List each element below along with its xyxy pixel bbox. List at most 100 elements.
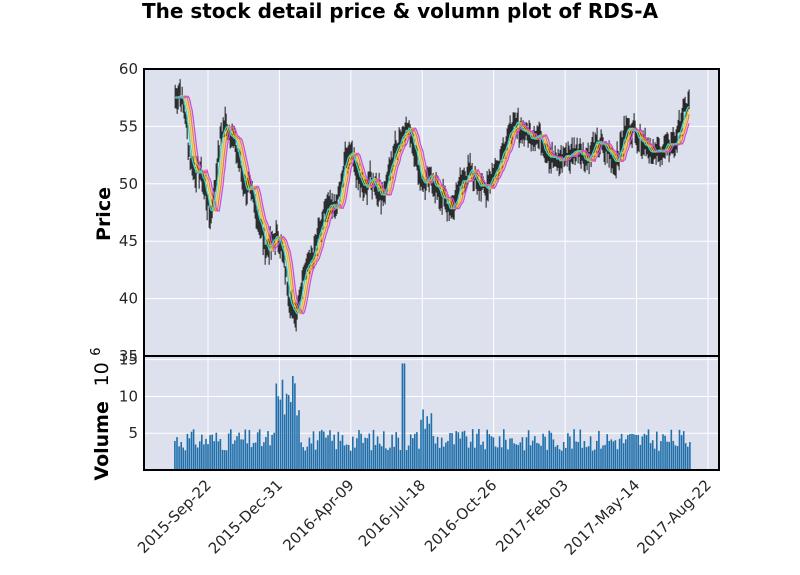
volume-bar: [333, 434, 335, 470]
volume-bar: [589, 436, 592, 470]
volume-bar: [505, 439, 507, 470]
volume-bar: [656, 431, 658, 470]
volume-bar: [407, 445, 410, 470]
volume-bar: [279, 399, 282, 470]
volume-bar: [327, 435, 329, 470]
volume-bar: [598, 430, 600, 470]
volume-bar: [591, 450, 594, 470]
volume-bar: [256, 432, 259, 470]
volume-bar: [647, 429, 650, 470]
volume-bar: [306, 446, 309, 470]
volume-bar: [471, 429, 474, 470]
volume-bar: [633, 434, 635, 470]
volume-panel: 5 10 15 Volume 10 6: [89, 347, 720, 481]
volume-bar: [608, 441, 610, 470]
x-tick-label: 2016-Jul-18: [355, 476, 429, 550]
volume-bar: [542, 433, 544, 470]
volume-bar: [343, 445, 346, 470]
volume-axis-label-word: Volume: [91, 401, 113, 480]
volume-bar: [345, 444, 348, 470]
volume-bar: [399, 450, 402, 470]
volume-bar: [383, 431, 385, 470]
volume-bar: [496, 447, 499, 470]
volume-bar: [625, 439, 627, 470]
volume-bar: [360, 433, 362, 470]
volume-bar: [602, 445, 604, 470]
volume-bar: [534, 436, 536, 470]
volume-bar: [370, 450, 373, 470]
volume-bar: [631, 433, 633, 470]
volume-bar: [503, 429, 505, 470]
volume-bar: [339, 440, 342, 470]
volume-bar: [409, 434, 412, 470]
volume-bar: [451, 433, 453, 470]
volume-bar: [316, 440, 319, 470]
volume-bar: [546, 449, 548, 470]
volume-bar: [190, 431, 193, 470]
volume-bar: [211, 434, 213, 470]
volume-bar: [368, 433, 371, 470]
volume-bar: [565, 447, 567, 470]
volume-bar: [401, 363, 404, 470]
volume-bar: [312, 431, 315, 470]
volume-bar: [662, 434, 664, 470]
volume-bar: [529, 445, 532, 470]
volume-bar: [209, 435, 211, 470]
volume-bar: [674, 445, 677, 470]
volume-bar: [682, 431, 685, 470]
volume-bar: [418, 448, 420, 470]
volume-bar: [459, 438, 462, 470]
volume-bar: [519, 442, 522, 470]
volume-bar: [664, 435, 666, 470]
volume-bar: [283, 414, 286, 470]
volume-bar: [509, 438, 511, 470]
volume-bar: [186, 433, 189, 470]
volume-bar: [232, 443, 234, 470]
volume-bar: [230, 429, 232, 470]
volume-bar: [271, 435, 273, 470]
volume-bar: [261, 446, 263, 470]
volume-bar: [188, 438, 191, 470]
volume-plot-frame: [143, 355, 720, 471]
volume-bar: [248, 430, 251, 470]
volume-bar: [678, 429, 681, 470]
volume-bar: [267, 431, 269, 470]
x-tick-label: 2016-Oct-26: [421, 476, 501, 556]
volume-bar: [403, 363, 406, 470]
volume-bar: [484, 449, 486, 470]
volume-bar: [581, 447, 584, 470]
volume-bar: [337, 431, 340, 470]
volume-bar: [629, 434, 631, 470]
volume-bar: [380, 446, 383, 470]
volume-bar: [387, 449, 389, 470]
volume-bar: [325, 437, 327, 470]
moving-average-line: [175, 94, 690, 315]
volume-bar: [540, 445, 542, 470]
volume-bar: [180, 442, 182, 470]
volume-bar: [680, 435, 683, 470]
volume-bar: [292, 376, 294, 470]
volume-bar: [447, 440, 449, 470]
volume-bar: [684, 443, 687, 470]
volume-bar: [296, 415, 298, 470]
volume-bar: [622, 443, 625, 470]
volume-bar: [304, 450, 306, 470]
volume-bar: [616, 449, 619, 470]
x-tick-label: 2017-Aug-22: [633, 476, 714, 557]
volume-bar: [246, 443, 249, 470]
volume-bar: [221, 449, 224, 470]
x-tick-label: 2016-Apr-09: [279, 476, 357, 554]
moving-average-lines: [174, 94, 690, 315]
volume-bar: [207, 444, 209, 470]
price-tick-label: 45: [119, 232, 138, 250]
volume-bar: [606, 434, 608, 470]
volume-bar: [527, 430, 530, 470]
volume-bar: [585, 447, 588, 470]
volume-bar: [480, 444, 482, 470]
volume-bar: [531, 440, 534, 470]
volume-bar: [550, 432, 553, 470]
volume-bar: [205, 438, 207, 470]
volume-bar: [341, 435, 344, 470]
volume-bar: [335, 449, 338, 470]
volume-bar: [575, 441, 577, 470]
